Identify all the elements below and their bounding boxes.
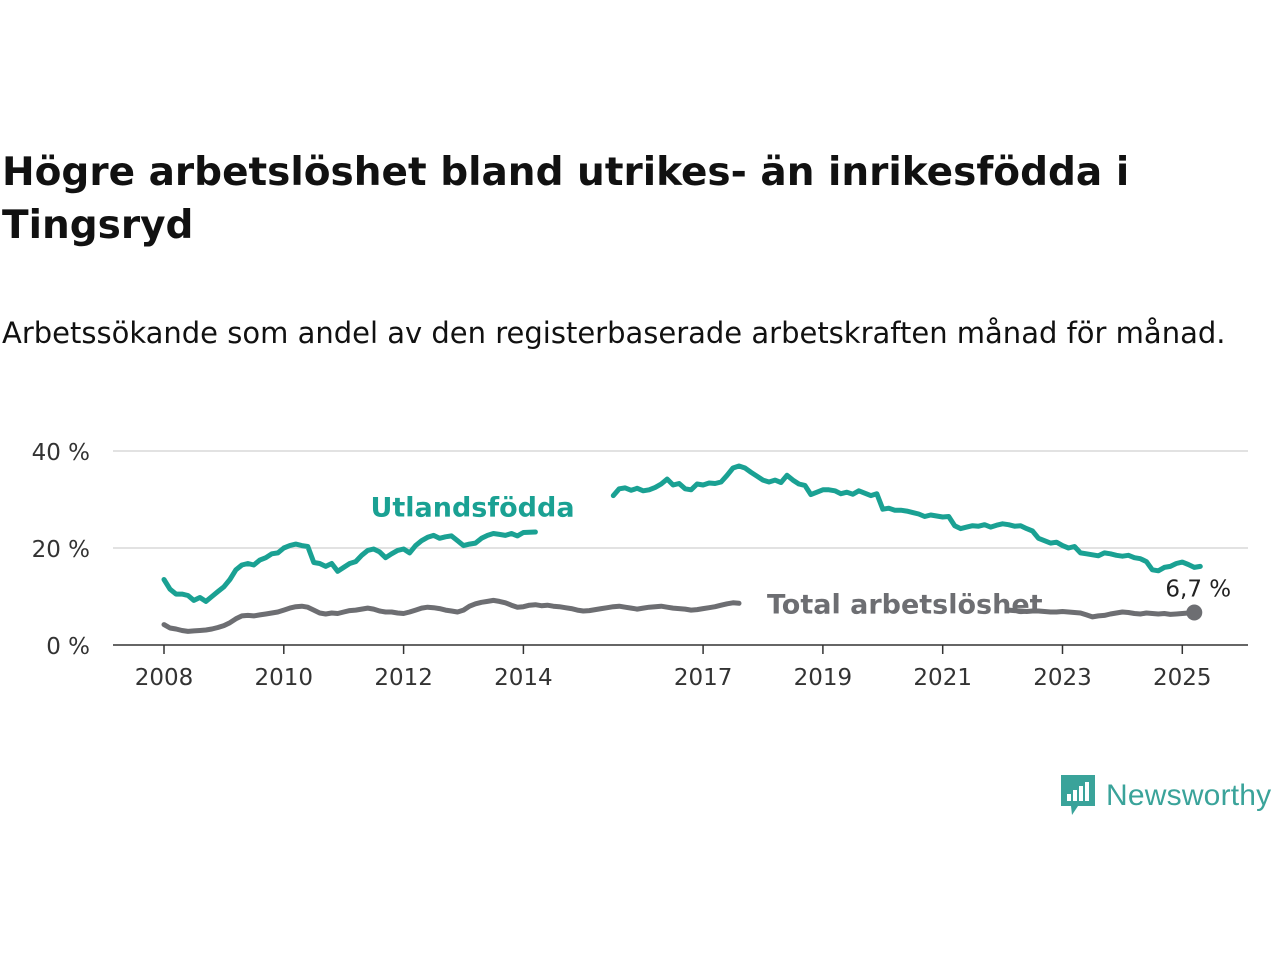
series-label-total: Total arbetslöshet [767,590,1043,621]
x-tick-label: 2010 [255,665,314,691]
chart-title: Högre arbetslöshet bland utrikes- än inr… [2,150,1130,248]
x-tick-label: 2025 [1153,665,1212,691]
series-line-utlandsfodda [161,463,1203,604]
chart-subtitle: Arbetssökande som andel av den registerb… [2,316,1226,350]
series-labels: Utlandsfödda Total arbetslöshet 6,7 % [370,492,1231,620]
x-tick-label: 2019 [794,665,853,691]
brand-name: Newsworthy [1106,779,1272,812]
series-lines [161,463,1203,634]
x-tick-label: 2017 [674,665,733,691]
brand-logo: Newsworthy [1058,773,1271,819]
x-tick-label: 2021 [913,665,972,691]
y-tick-label: 40 % [32,440,90,466]
series-line-total [161,597,1197,634]
x-tick-label: 2014 [494,665,553,691]
y-tick-label: 20 % [32,537,90,563]
x-tick-label: 2008 [135,665,194,691]
y-axis: 0 % 20 % 40 % [32,440,90,660]
end-value-label: 6,7 % [1165,577,1231,603]
x-axis: 2008 2010 2012 2014 2017 2019 2021 2023 2025 [113,644,1248,691]
end-point-marker [1186,604,1203,621]
x-tick-label: 2012 [374,665,433,691]
newsworthy-logo-icon [1061,775,1095,815]
series-label-utlandsfodda: Utlandsfödda [370,492,574,523]
y-tick-label: 0 % [46,634,90,660]
gridlines [113,450,1248,549]
x-tick-label: 2023 [1033,665,1092,691]
